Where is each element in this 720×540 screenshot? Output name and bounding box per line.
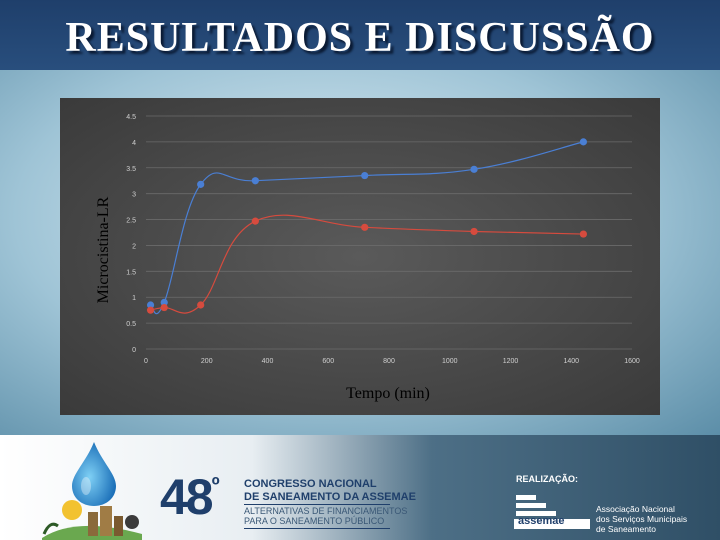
x-tick-label: 600 (322, 358, 334, 365)
divider (244, 504, 390, 505)
assemae-description: Associação Nacional dos Serviços Municip… (596, 504, 706, 534)
data-point (146, 306, 155, 314)
data-point (470, 227, 478, 236)
x-tick-label: 1400 (563, 358, 579, 365)
x-tick-label: 1200 (503, 358, 519, 365)
data-point (361, 223, 369, 231)
congress-title-line2: DE SANEAMENTO DA ASSEMAE (244, 491, 416, 503)
assemae-wordmark: assemae (518, 515, 565, 527)
y-tick-label: 1 (132, 295, 136, 302)
data-point (579, 230, 588, 238)
x-tick-label: 400 (262, 358, 274, 365)
x-axis-label: Tempo (min) (346, 385, 430, 402)
y-tick-label: 3.5 (126, 166, 136, 173)
data-point (160, 303, 168, 312)
y-tick-label: 0.5 (126, 321, 136, 328)
assoc-line1: Associação Nacional (596, 504, 675, 514)
congress-theme-line2: PARA O SANEAMENTO PÚBLICO (244, 516, 385, 526)
data-point (251, 217, 259, 225)
city-sun-icon (42, 500, 142, 540)
assemae-logo-icon (514, 495, 590, 529)
y-tick-label: 2.5 (126, 218, 136, 225)
congress-theme-line1: ALTERNATIVAS DE FINANCIAMENTOS (244, 506, 408, 516)
congress-title-line1: CONGRESSO NACIONAL (244, 478, 377, 490)
data-point (160, 298, 168, 306)
chart-grid (146, 115, 632, 350)
data-point (579, 138, 588, 146)
edition-number-value: 48 (160, 469, 214, 525)
y-tick-label: 3 (132, 192, 136, 199)
data-point (251, 177, 259, 185)
chart-panel (60, 98, 660, 415)
data-point (146, 301, 155, 309)
water-drop-icon (72, 442, 116, 506)
x-tick-label: 200 (201, 358, 213, 365)
data-point (197, 301, 205, 309)
title-bar (0, 0, 720, 70)
x-tick-label: 800 (383, 358, 395, 365)
y-axis-label: Microcistina-LR (95, 196, 112, 304)
data-point (361, 171, 369, 180)
chart-points (146, 138, 588, 314)
edition-suffix: º (211, 472, 220, 497)
chart-ticks: 0 0.5 1 1.5 2 2.5 3 3.5 4 4.5 0 200 400 600 800 1000 120… (126, 114, 640, 365)
y-tick-label: 4.5 (126, 114, 136, 121)
y-tick-label: 2 (132, 243, 136, 250)
assoc-line3: de Saneamento (596, 524, 657, 534)
x-tick-label: 1600 (624, 358, 640, 365)
data-point (197, 180, 205, 188)
assoc-line2: dos Serviços Municipais (596, 514, 688, 524)
realizacao-label: REALIZAÇÃO: (516, 474, 578, 484)
slide-title: RESULTADOS E DISCUSSÃO (65, 15, 655, 61)
y-tick-label: 4 (132, 140, 136, 147)
y-tick-label: 1.5 (126, 269, 136, 276)
divider (244, 528, 390, 529)
x-tick-label: 1000 (442, 358, 458, 365)
data-point (470, 165, 478, 173)
y-tick-label: 0 (132, 347, 136, 354)
edition-number: 48º (160, 469, 220, 525)
x-tick-label: 0 (144, 358, 148, 365)
